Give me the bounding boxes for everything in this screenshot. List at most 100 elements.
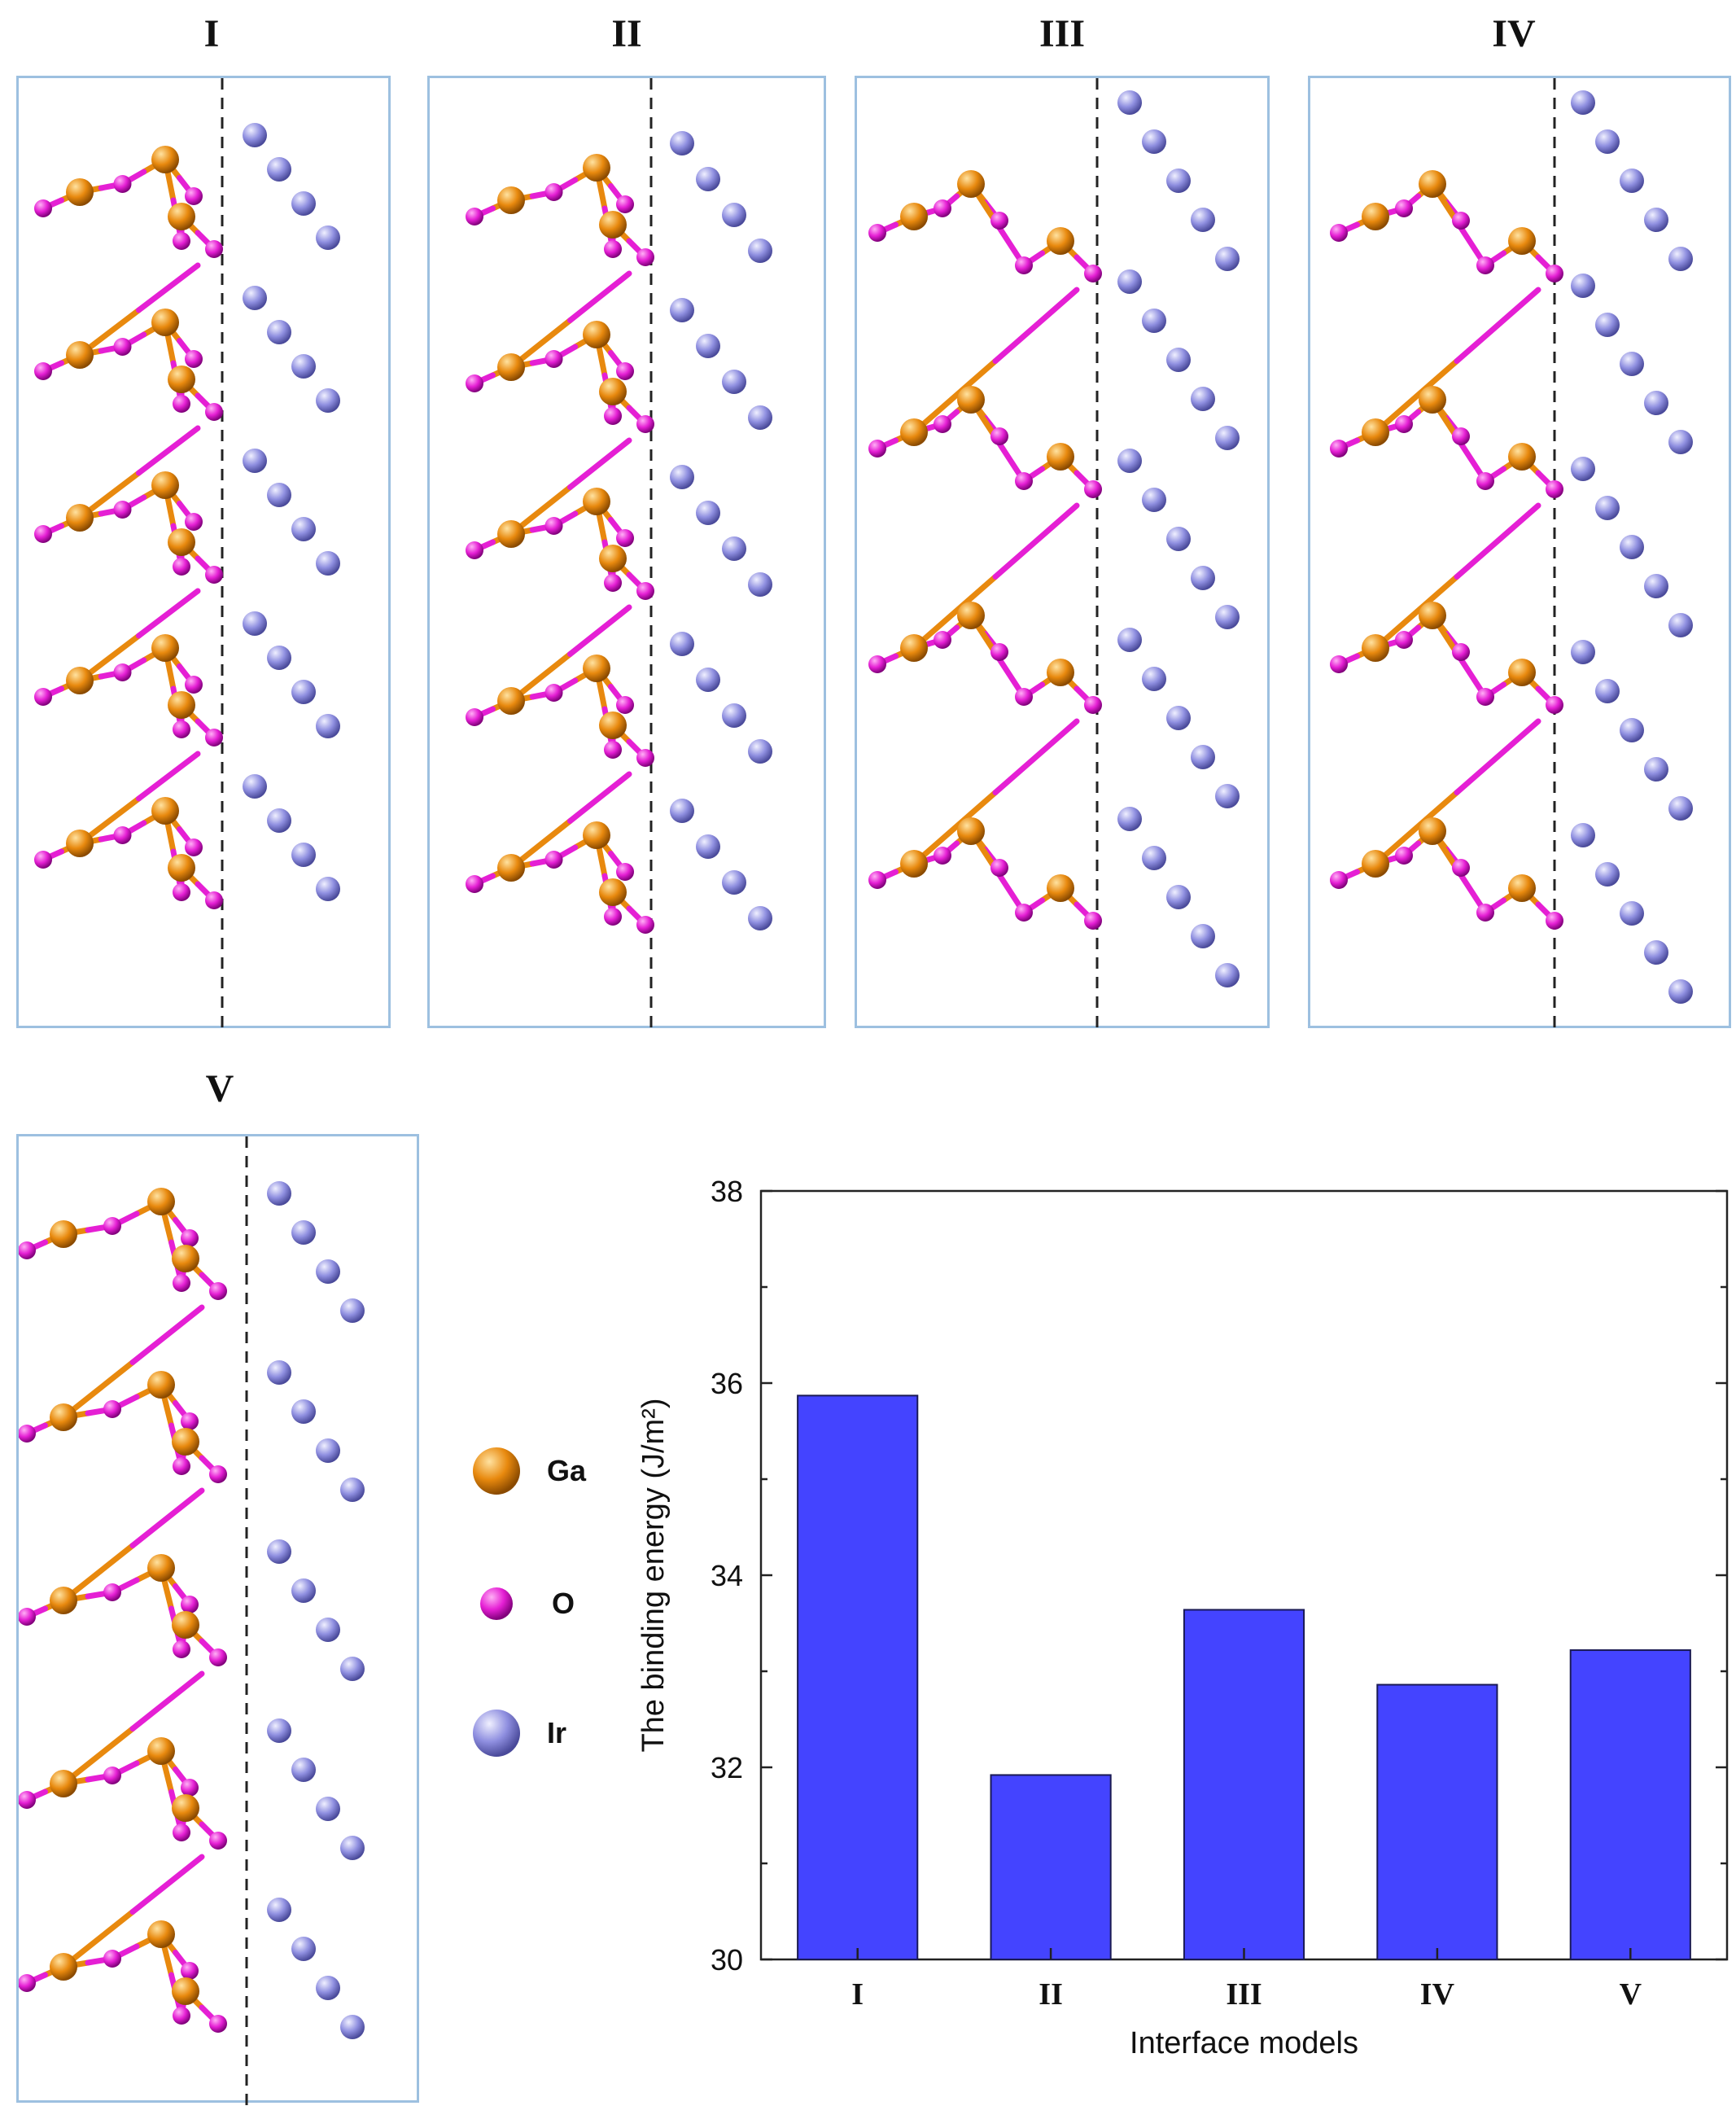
ir-atom [1117,90,1142,115]
ir-atom [1215,963,1240,987]
o-atom [185,350,203,368]
ga-atom [900,203,928,230]
o-atom [616,863,634,881]
o-atom [185,838,203,856]
o-atom [990,427,1008,445]
ir-atom [696,167,720,191]
ir-atom [267,1898,291,1922]
ga-atom [168,691,195,719]
o-atom [544,517,563,535]
o-atom [209,1648,227,1666]
o-atom [544,851,563,869]
ir-atom [748,239,772,263]
ga-atom [50,1953,77,1981]
ga-atom [957,170,985,198]
ir-atom [1166,527,1191,551]
ir-atom [1595,129,1620,154]
ir-atom [1644,391,1668,415]
o-atom [604,407,622,425]
o-atom [1015,256,1033,274]
ir-atom [243,611,267,636]
ga-atom [599,545,627,572]
o-atom [636,582,654,600]
ir-atom [1117,807,1142,831]
o-atom [1330,440,1348,458]
ir-atom [696,668,720,692]
ir-atom [291,354,316,379]
ga-atom [1419,386,1446,414]
ir-atom [670,799,694,823]
ir-atom [1571,823,1595,847]
o-atom [173,2007,190,2025]
o-atom [34,362,52,380]
ga-atom [151,146,179,173]
ga-atom [168,366,195,393]
structure-panel-III [855,76,1270,1031]
panel-title-V: V [205,1067,234,1110]
o-atom [1452,427,1470,445]
ir-atom [340,1478,365,1502]
ga-atom [1047,659,1074,686]
ir-atom [1571,457,1595,481]
o-atom [181,1779,199,1797]
o-atom [1452,212,1470,230]
o-atom [934,847,951,865]
ga-atom [1047,227,1074,255]
o-atom [205,240,223,258]
ga-atom [147,1737,175,1765]
structure-panel-I [16,76,391,1031]
structure-panel-V [16,1134,419,2105]
ga-atom [66,667,94,694]
ir-atom [1595,313,1620,337]
bar-II [990,1774,1112,1960]
ga-atom [168,854,195,882]
ir-atom [291,517,316,541]
ir-atom [1644,757,1668,781]
ga-atom [599,711,627,739]
x-tick-label-IV: IV [1420,1977,1455,2012]
ga-atom [172,1977,199,2005]
o-atom [1546,480,1563,498]
o-atom [34,199,52,217]
ga-atom [1508,443,1536,471]
panel-title-I: I [203,12,220,55]
o-atom [990,212,1008,230]
o-atom [34,851,52,869]
o-atom [181,1229,199,1247]
ir-atom [722,536,746,561]
o-atom [1015,904,1033,922]
o-atom [544,350,563,368]
ir-atom [696,334,720,358]
ir-atom [267,483,291,507]
x-tick-label-I: I [851,1977,864,2012]
ga-atom [900,634,928,662]
ir-atom [696,834,720,859]
ga-atom [50,1587,77,1614]
ir-atom [291,680,316,704]
ir-atom [1215,247,1240,271]
o-atom [173,395,190,413]
x-axis-label: Interface models [1130,2026,1358,2060]
panel-title-IV: IV [1492,12,1536,55]
ga-atom [497,854,525,882]
ir-atom [316,1976,340,2000]
ir-atom [1191,745,1215,769]
o-atom [185,187,203,205]
ga-atom [1362,418,1389,446]
o-atom [181,1962,199,1980]
ir-atom [1620,535,1644,559]
bar-V [1569,1649,1691,1961]
ir-atom [722,870,746,895]
ga-atom [1419,170,1446,198]
ir-atom [1142,846,1166,870]
ir-atom [1571,90,1595,115]
ir-atom [1215,784,1240,808]
o-atom [113,175,132,193]
ir-atom [267,1539,291,1564]
o-atom [466,708,483,726]
panel-title-III: III [1039,12,1086,55]
o-atom [173,1640,190,1658]
ir-atom [291,1399,316,1424]
ir-atom [1117,628,1142,652]
ga-atom [66,504,94,532]
